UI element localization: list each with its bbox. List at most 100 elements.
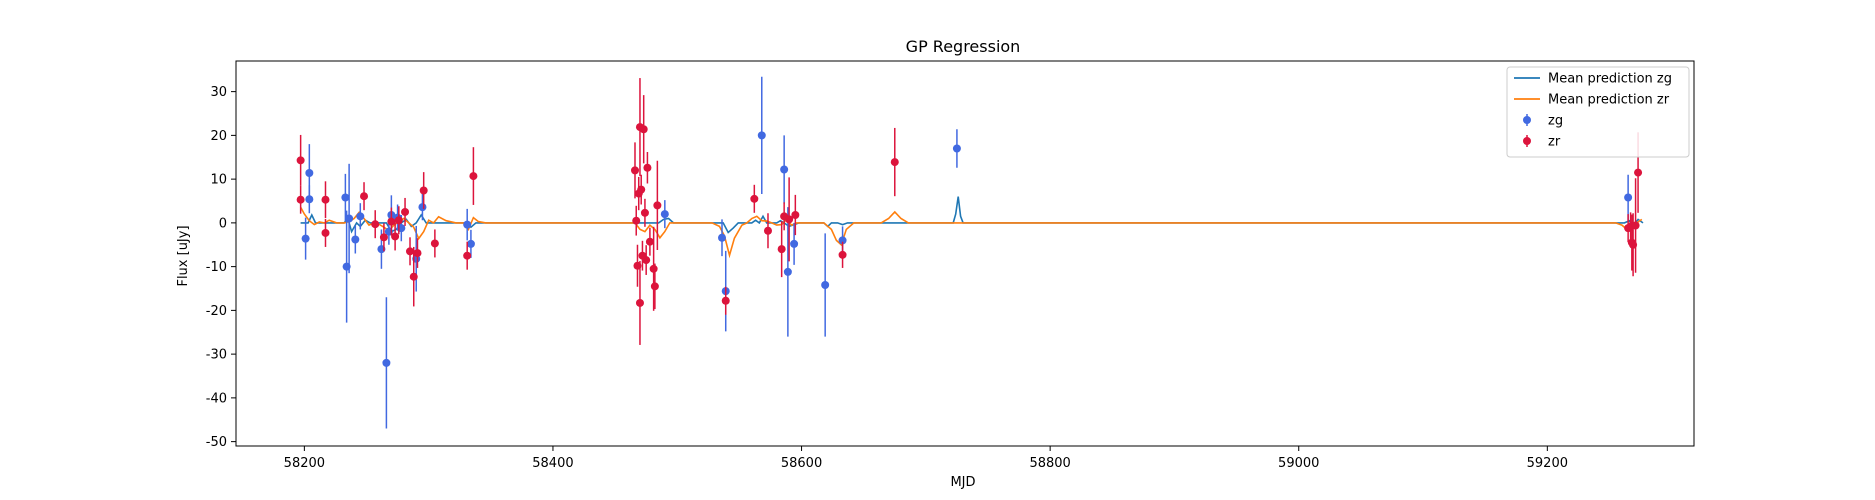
zr-marker (371, 220, 380, 229)
zr-data-point (387, 207, 396, 236)
zg-data-point (382, 297, 391, 429)
zg-data-point (1624, 174, 1633, 221)
zr-marker (409, 272, 418, 281)
zr-data-point (379, 223, 388, 252)
zr-data-point (430, 229, 439, 258)
zr-marker (406, 247, 415, 256)
zr-data-point (321, 181, 330, 219)
zr-marker (296, 195, 305, 204)
legend-label: Mean prediction zr (1548, 93, 1670, 108)
zg-data-point (301, 217, 310, 260)
zr-marker (296, 156, 305, 165)
prediction-lines (299, 196, 1644, 259)
zr-marker (750, 194, 759, 203)
zr-marker (394, 216, 403, 225)
zr-data-point (640, 198, 649, 227)
zg-marker (790, 239, 799, 248)
zr-data-point (763, 213, 772, 249)
zr-data-point (469, 147, 478, 205)
zr-data-point (409, 246, 418, 307)
zr-data-point (419, 172, 428, 209)
x-tick-label: 59000 (1278, 456, 1319, 471)
zr-marker (763, 226, 772, 235)
zr-marker (643, 163, 652, 172)
zg-data-point (305, 185, 314, 214)
y-tick-label: -20 (206, 304, 227, 319)
observation-points (296, 76, 1643, 429)
zr-marker (640, 208, 649, 217)
zr-data-point (785, 177, 794, 262)
zg-data-point (780, 135, 789, 204)
zr-data-point (838, 241, 847, 268)
zr-data-point (360, 182, 369, 211)
zr-marker (777, 245, 786, 254)
zr-marker (1631, 221, 1640, 230)
x-tick-label: 59200 (1527, 456, 1568, 471)
zr-data-point (321, 218, 330, 247)
zr-marker (642, 256, 651, 265)
zg-marker (838, 236, 847, 245)
zg-data-point (790, 222, 799, 265)
zr-data-point (391, 222, 400, 251)
zr-marker (890, 158, 899, 167)
zr-data-point (394, 206, 403, 235)
zg-data-point (757, 76, 766, 194)
zr-marker (419, 186, 428, 195)
zr-marker (321, 228, 330, 237)
zr-marker (791, 211, 800, 219)
zr-data-point (401, 197, 410, 226)
zr-marker (379, 233, 388, 242)
zr-marker (645, 237, 654, 246)
zr-data-point (1631, 178, 1640, 273)
zr-marker (639, 125, 648, 134)
zg-data-point (660, 200, 669, 229)
y-tick-label: 30 (210, 85, 227, 100)
zg-marker (783, 267, 792, 276)
x-axis-title: MJD (950, 475, 975, 490)
zr-marker (653, 201, 662, 210)
zr-marker (430, 239, 439, 248)
legend-label: Mean prediction zg (1548, 72, 1672, 87)
y-tick-label: 20 (210, 129, 227, 144)
zr-data-point (413, 238, 422, 268)
zg-data-point (718, 219, 726, 257)
prediction-line-mean-prediction-zr (299, 206, 1643, 259)
zg-data-point (783, 207, 792, 337)
y-axis-title: Flux [uJy] (176, 225, 191, 286)
legend-label: zr (1548, 135, 1561, 150)
legend-item: zr (1523, 135, 1561, 150)
zr-marker (632, 216, 641, 225)
zr-data-point (639, 95, 648, 164)
zg-data-point (821, 233, 830, 337)
legend-label: zg (1548, 114, 1563, 129)
zr-data-point (721, 286, 730, 315)
zg-data-point (463, 208, 472, 241)
zr-marker (721, 296, 730, 305)
legend: Mean prediction zg Mean prediction zr zg zr (1506, 66, 1690, 158)
zr-data-point (791, 194, 800, 236)
zg-marker (345, 214, 354, 223)
legend-marker-swatch (1523, 116, 1531, 124)
zg-data-point (351, 225, 360, 254)
zg-data-point (345, 163, 354, 274)
legend-item: zg (1523, 114, 1563, 129)
zg-marker (821, 281, 830, 289)
zr-data-point (642, 245, 651, 275)
y-tick-label: -50 (206, 435, 227, 450)
x-tick-label: 58600 (781, 456, 822, 471)
zr-data-point (653, 160, 662, 250)
zr-data-point (371, 210, 380, 239)
zr-marker (785, 215, 794, 224)
zr-marker (387, 217, 396, 226)
y-tick-label: 10 (210, 173, 227, 188)
zr-marker (391, 232, 400, 241)
legend-item: Mean prediction zr (1514, 93, 1670, 108)
plot-frame (235, 60, 1695, 447)
y-tick-label: -40 (206, 391, 227, 406)
zg-marker (757, 131, 766, 140)
zg-data-point (466, 229, 475, 258)
zg-marker (382, 358, 391, 367)
y-axis: -50 -40 -30 -20 -10 0 10 20 30 (206, 85, 236, 450)
zr-data-point (777, 221, 786, 278)
